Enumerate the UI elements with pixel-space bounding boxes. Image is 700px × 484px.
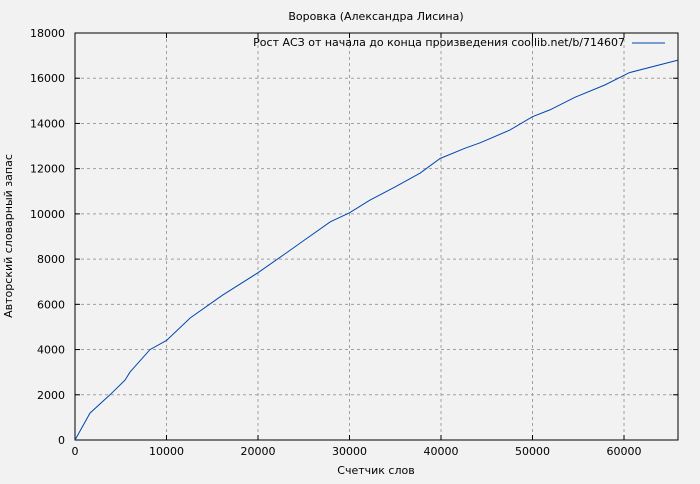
x-tick-label: 10000	[149, 445, 184, 458]
x-tick-label: 50000	[515, 445, 550, 458]
series-line	[74, 59, 679, 441]
grid	[75, 33, 678, 440]
legend-label: Рост АСЗ от начала до конца произведения…	[253, 36, 625, 49]
x-tick-label: 40000	[424, 445, 459, 458]
chart-title: Воровка (Александра Лисина)	[288, 10, 463, 23]
y-tick-label: 6000	[37, 298, 65, 311]
x-tick-label: 60000	[607, 445, 642, 458]
x-axis-label: Счетчик слов	[337, 464, 414, 477]
y-tick-label: 14000	[30, 117, 65, 130]
y-tick-label: 8000	[37, 253, 65, 266]
y-tick-label: 18000	[30, 27, 65, 40]
y-tick-label: 0	[58, 434, 65, 447]
y-axis-label: Авторский словарный запас	[2, 154, 15, 318]
y-tick-label: 10000	[30, 208, 65, 221]
axis-ticks: 0 10000 20000 30000 40000 50000 60000 0 2000 4000…	[30, 27, 678, 458]
x-tick-label: 20000	[241, 445, 276, 458]
x-tick-label: 30000	[332, 445, 367, 458]
y-tick-label: 4000	[37, 344, 65, 357]
y-tick-label: 12000	[30, 163, 65, 176]
y-tick-label: 2000	[37, 389, 65, 402]
y-tick-label: 16000	[30, 72, 65, 85]
x-tick-label: 0	[72, 445, 79, 458]
plot-frame	[74, 32, 679, 441]
